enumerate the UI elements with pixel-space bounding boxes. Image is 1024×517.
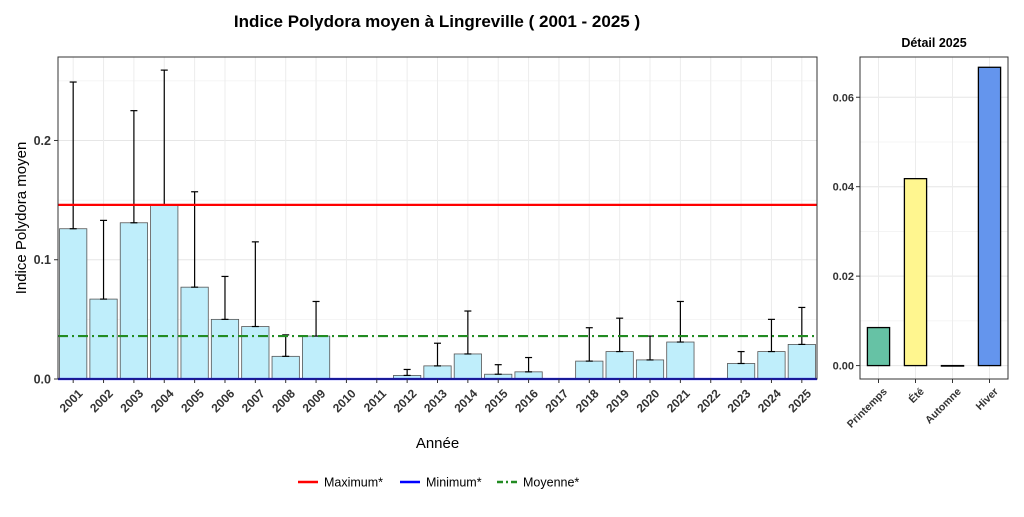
bar-2014 — [453, 353, 482, 380]
bar-2018 — [575, 360, 604, 380]
y-tick-label: 0.06 — [833, 92, 854, 104]
season-bar-automne — [940, 364, 965, 367]
legend-label: Minimum* — [426, 476, 482, 490]
bar-2023 — [727, 363, 756, 380]
x-tick-label: 2008 — [269, 386, 298, 415]
bar-2008 — [271, 355, 300, 380]
x-tick-label: 2014 — [451, 386, 480, 415]
chart-title: Indice Polydora moyen à Lingreville ( 20… — [234, 12, 640, 31]
y-axis-label: Indice Polydora moyen — [13, 142, 30, 295]
bar-2013 — [423, 365, 452, 380]
x-tick-label: 2007 — [239, 386, 268, 415]
x-tick-label: 2009 — [300, 386, 329, 415]
x-tick-label: 2025 — [785, 386, 814, 415]
x-tick-label: 2013 — [421, 386, 450, 415]
y-tick-label: 0.1 — [34, 253, 51, 267]
bar-2004 — [150, 204, 179, 380]
x-tick-label: 2016 — [512, 386, 541, 415]
bar-2007 — [241, 326, 270, 380]
bar-2005 — [180, 286, 209, 380]
x-tick-label: 2019 — [603, 386, 632, 415]
detail-plot-panel: Détail 2025 0.00 0.02 0.04 0.06 Printemps ÉtéA… — [833, 36, 1009, 431]
legend-label: Maximum* — [324, 476, 383, 490]
x-tick-label: 2021 — [664, 386, 693, 415]
x-tick-label: 2023 — [725, 386, 754, 415]
x-tick-label: 2020 — [634, 386, 663, 415]
x-tick-label: 2006 — [209, 386, 238, 415]
x-tick-label: Automne — [923, 386, 964, 427]
bar-2025 — [787, 344, 816, 380]
bar-2006 — [210, 318, 240, 380]
x-tick-label: 2024 — [755, 386, 784, 415]
y-tick-label: 0.00 — [833, 361, 854, 373]
detail-title: Détail 2025 — [901, 36, 966, 50]
x-tick-label: 2003 — [117, 386, 146, 415]
x-tick-label: 2018 — [573, 386, 602, 415]
bar-2009 — [301, 335, 331, 380]
y-tick-label: 0.04 — [833, 182, 855, 194]
x-tick-label: 2005 — [178, 386, 207, 415]
x-tick-label: Été — [906, 385, 927, 406]
bar-2002 — [89, 298, 118, 380]
x-tick-label: 2022 — [694, 386, 723, 415]
x-tick-label: 2002 — [87, 386, 116, 415]
detail-panel-border — [859, 56, 1009, 380]
y-tick-label: 0.02 — [833, 271, 854, 283]
season-bar-printemps — [866, 326, 891, 367]
x-tick-label: 2012 — [391, 386, 420, 415]
y-tick-label: 0.0 — [34, 373, 51, 387]
x-tick-label: Hiver — [974, 386, 1001, 413]
bar-2003 — [119, 222, 148, 380]
x-axis-label: Année — [416, 435, 459, 452]
x-tick-label: 2015 — [482, 386, 511, 415]
legend-label: Moyenne* — [523, 476, 579, 490]
bar-2001 — [59, 228, 88, 380]
bar-2024 — [757, 351, 786, 380]
bar-2020 — [635, 359, 665, 380]
bar-2019 — [605, 351, 634, 380]
x-tick-label: 2010 — [330, 386, 359, 415]
x-tick-label: 2004 — [148, 386, 177, 415]
x-tick-label: 2001 — [57, 386, 86, 415]
season-bar-hiver — [977, 66, 1002, 367]
x-tick-label: Printemps — [845, 386, 890, 431]
x-tick-label: 2011 — [361, 386, 390, 415]
x-tick-label: 2017 — [543, 386, 572, 415]
bar-2021 — [666, 341, 695, 380]
legend: Maximum* Minimum* Moyenne* — [298, 476, 579, 490]
y-tick-label: 0.2 — [34, 134, 51, 148]
season-bar-été — [903, 177, 928, 367]
